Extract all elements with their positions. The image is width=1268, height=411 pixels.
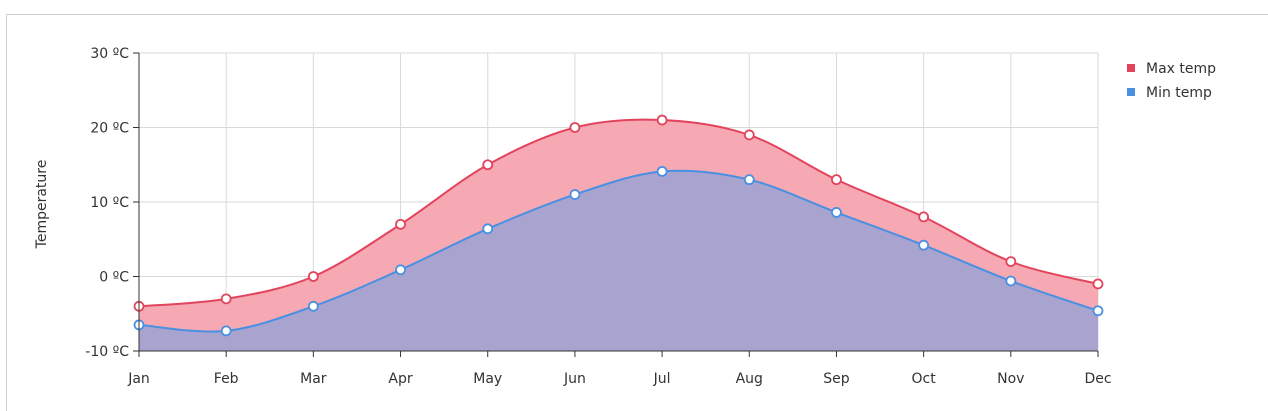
min-temp-line bbox=[138, 169, 1099, 333]
series-areas bbox=[139, 119, 1098, 351]
legend-item-max-temp[interactable]: Max temp bbox=[1127, 61, 1216, 77]
y-tick-label: 30 ºC bbox=[90, 46, 129, 62]
max-temp-point[interactable] bbox=[656, 114, 668, 126]
min-temp-area bbox=[139, 170, 1098, 351]
max-temp-point[interactable] bbox=[743, 129, 755, 141]
min-temp-point[interactable] bbox=[831, 207, 842, 218]
y-tick-label: 10 ºC bbox=[90, 195, 129, 211]
min-temp-point[interactable] bbox=[482, 223, 494, 235]
max-temp-point[interactable] bbox=[482, 159, 494, 171]
max-temp-point[interactable] bbox=[569, 122, 581, 133]
x-tick-labels: Jan Feb Mar Apr May Jun Jul Aug Sep Oct Nov Dec bbox=[127, 371, 1111, 387]
x-tick-label: Oct bbox=[912, 371, 937, 387]
min-temp-point[interactable] bbox=[395, 264, 406, 276]
y-axis-label: Temperature bbox=[34, 160, 50, 250]
x-tick-label: Nov bbox=[997, 371, 1024, 387]
legend-label: Max temp bbox=[1146, 61, 1216, 77]
min-temp-point[interactable] bbox=[1092, 305, 1104, 317]
legend-item-min-temp[interactable]: Min temp bbox=[1127, 85, 1212, 101]
x-tick-label: May bbox=[473, 371, 502, 387]
x-tick-label: Jul bbox=[653, 371, 671, 387]
legend-swatch bbox=[1127, 64, 1135, 72]
max-temp-point[interactable] bbox=[831, 174, 842, 186]
max-temp-point[interactable] bbox=[220, 293, 232, 305]
y-tick-label: 0 ºC bbox=[99, 270, 129, 286]
min-temp-point[interactable] bbox=[307, 300, 319, 312]
x-tick-label: Feb bbox=[214, 371, 239, 387]
min-temp-point[interactable] bbox=[743, 174, 755, 186]
y-tick-labels: -10 ºC 0 ºC 10 ºC 20 ºC 30 ºC bbox=[85, 46, 129, 360]
x-tick-label: Jan bbox=[127, 371, 150, 387]
chart-frame bbox=[6, 14, 1268, 411]
x-tick-label: Apr bbox=[388, 371, 412, 387]
max-temp-point[interactable] bbox=[918, 211, 930, 223]
min-temp-point[interactable] bbox=[220, 325, 232, 337]
x-tick-label: Aug bbox=[736, 371, 763, 387]
x-tick-label: Mar bbox=[300, 371, 327, 387]
max-temp-point[interactable] bbox=[1005, 256, 1017, 268]
min-temp-point[interactable] bbox=[1005, 275, 1017, 287]
min-temp-point[interactable] bbox=[656, 166, 668, 177]
min-temp-point[interactable] bbox=[569, 189, 581, 200]
legend: Max temp Min temp bbox=[1127, 61, 1216, 101]
x-tick-label: Dec bbox=[1084, 371, 1111, 387]
y-tick-label: 20 ºC bbox=[90, 121, 129, 137]
min-temp-point[interactable] bbox=[918, 239, 930, 251]
y-tick-label: -10 ºC bbox=[85, 344, 129, 360]
x-tick-label: Sep bbox=[823, 371, 850, 387]
max-temp-point[interactable] bbox=[395, 218, 406, 230]
legend-swatch bbox=[1127, 88, 1135, 96]
max-temp-point[interactable] bbox=[1092, 278, 1104, 290]
max-temp-line bbox=[138, 118, 1099, 308]
axes bbox=[133, 52, 1099, 357]
x-tick-label: Jun bbox=[563, 371, 586, 387]
max-temp-point[interactable] bbox=[307, 271, 319, 282]
series-lines bbox=[138, 118, 1099, 333]
legend-label: Min temp bbox=[1146, 85, 1212, 101]
